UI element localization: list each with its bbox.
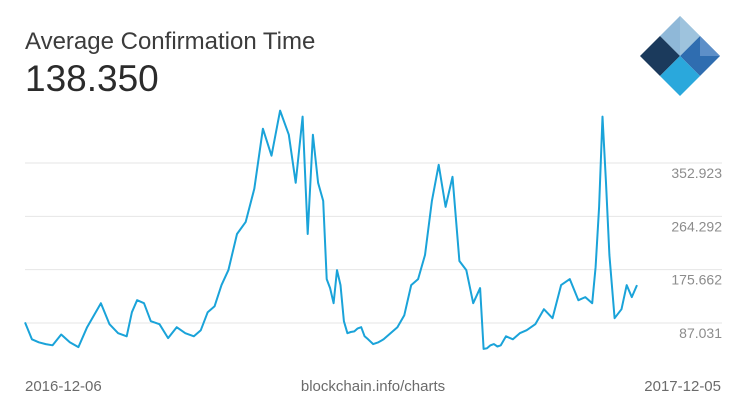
series-line (24, 109, 638, 350)
y-tick-label: 352.923 (671, 165, 722, 181)
y-tick-label: 264.292 (671, 218, 722, 234)
y-tick-label: 175.662 (671, 272, 722, 288)
y-tick-label: 87.031 (679, 325, 722, 341)
current-value: 138.350 (25, 58, 159, 99)
blockchain-logo-icon (640, 16, 720, 96)
x-axis-end-label: 2017-12-05 (644, 378, 721, 395)
source-label: blockchain.info/charts (300, 378, 446, 395)
chart-title: Average Confirmation Time (25, 28, 316, 55)
x-axis-start-label: 2016-12-06 (25, 378, 102, 395)
